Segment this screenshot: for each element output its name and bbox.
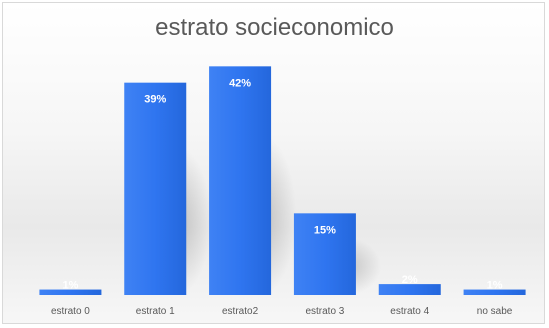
bar-estrato-4 <box>378 284 441 295</box>
bar-estrato-1 <box>124 82 187 296</box>
data-labels-group: 1% 39% 42% 15% 2% 1% <box>62 77 502 291</box>
data-label: 42% <box>229 77 251 89</box>
x-tick-labels-group: estrato 0 estrato 1 estrato2 estrato 3 estra… <box>51 306 513 317</box>
bars-group <box>39 66 526 296</box>
data-label: 15% <box>314 224 336 236</box>
data-label: 1% <box>487 280 503 292</box>
data-label: 1% <box>62 280 78 292</box>
x-tick-label: estrato 1 <box>136 306 175 317</box>
x-tick-label: estrato 0 <box>51 306 90 317</box>
bar-estrato2 <box>209 66 272 295</box>
data-label: 2% <box>402 274 418 286</box>
bar-estrato-0 <box>39 289 102 295</box>
bar-estrato-3 <box>293 213 356 295</box>
x-tick-label: no sabe <box>477 306 513 317</box>
bar-no-sabe <box>463 289 526 295</box>
x-tick-label: estrato 3 <box>305 306 344 317</box>
data-label: 39% <box>144 94 166 106</box>
x-tick-label: estrato2 <box>222 306 259 317</box>
x-tick-label: estrato 4 <box>390 306 429 317</box>
chart-title: estrato socieconomico <box>155 14 394 41</box>
